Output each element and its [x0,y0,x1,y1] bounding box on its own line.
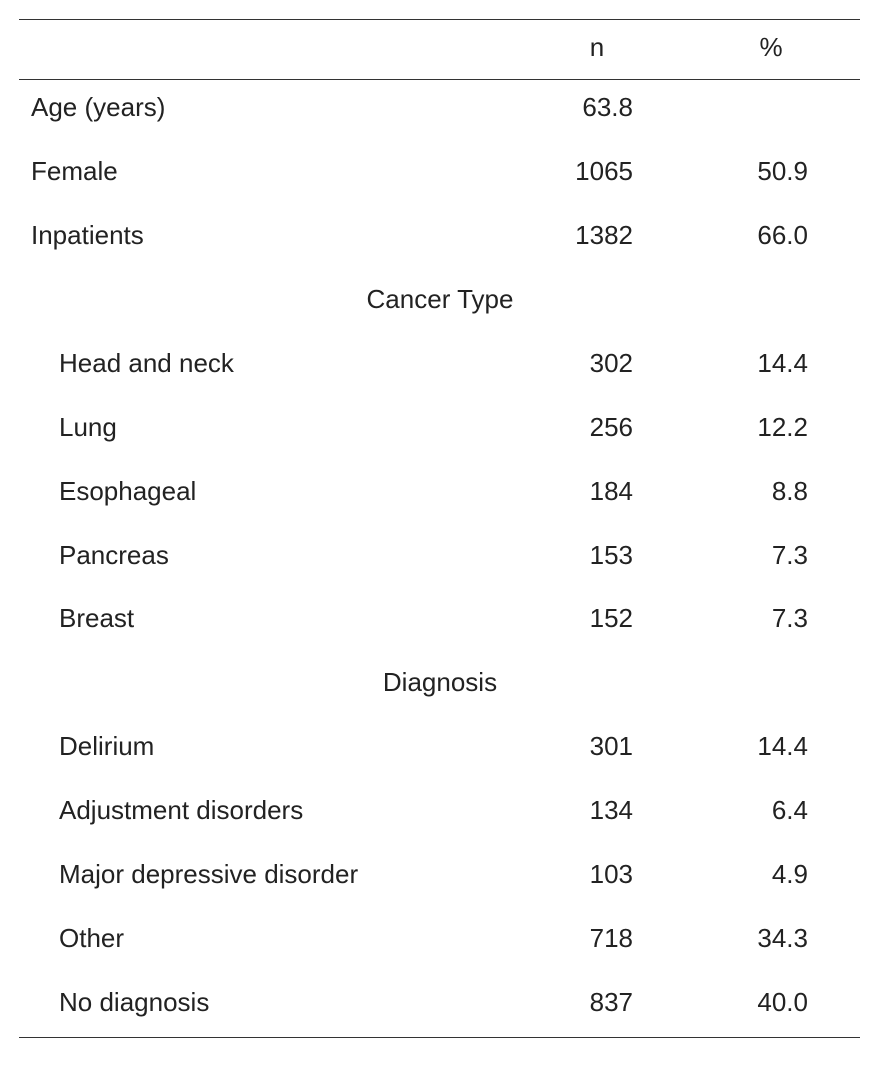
pct-value: 14.4 [757,731,808,762]
section-title: Cancer Type [366,283,514,314]
n-value: 256 [589,411,633,442]
pct-value: 14.4 [757,347,808,378]
pct-value: 8.8 [771,475,808,506]
header-rule [19,79,860,80]
pct-value: 50.9 [757,155,808,186]
row-label: Lung [59,411,117,442]
row-label: Delirium [59,731,155,762]
pct-value: 34.3 [757,923,808,954]
row-label: Esophageal [59,475,197,506]
n-value: 1065 [575,155,633,186]
n-value: 718 [589,923,633,954]
row-label: Pancreas [59,539,169,570]
bottom-rule [19,1037,860,1038]
n-value: 301 [589,731,633,762]
row-label: Female [31,155,118,186]
row-label: Major depressive disorder [59,859,359,890]
pct-value: 6.4 [771,795,808,826]
pct-value: 7.3 [771,603,808,634]
n-value: 153 [589,539,633,570]
column-header: n [589,32,605,62]
n-value: 184 [589,475,633,506]
n-value: 103 [589,859,633,890]
row-label: Head and neck [59,347,234,378]
n-value: 134 [589,795,633,826]
n-value: 302 [589,347,633,378]
row-label: Age (years) [31,92,166,122]
n-value: 152 [589,603,633,634]
row-label: Adjustment disorders [59,795,304,826]
n-value: 1382 [575,219,633,250]
pct-value: 12.2 [757,411,808,442]
row-label: No diagnosis [59,987,210,1018]
pct-value: 40.0 [757,987,808,1018]
pct-value: 7.3 [771,539,808,570]
column-header: % [759,32,783,62]
n-value: 837 [589,987,633,1018]
row-label: Other [59,923,125,954]
row-label: Inpatients [31,219,144,250]
n-value: 63.8 [582,92,633,122]
pct-value: 4.9 [771,859,808,890]
row-label: Breast [59,603,135,634]
section-title: Diagnosis [382,667,498,698]
top-rule [19,19,860,20]
pct-value: 66.0 [757,219,808,250]
